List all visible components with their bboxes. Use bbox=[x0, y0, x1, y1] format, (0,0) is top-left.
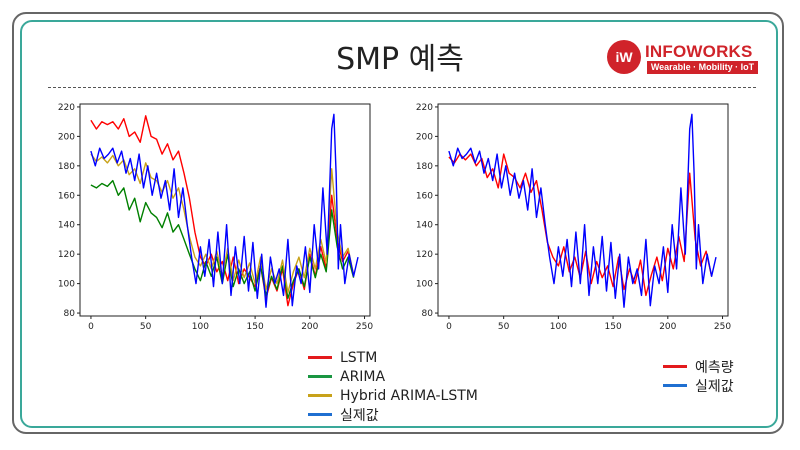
legend-entry: LSTM bbox=[308, 348, 478, 367]
page-title: SMP 예측 bbox=[336, 42, 464, 77]
y-tick-label: 220 bbox=[58, 103, 75, 113]
x-tick-label: 0 bbox=[88, 322, 94, 332]
x-tick-label: 50 bbox=[140, 322, 152, 332]
y-tick-label: 140 bbox=[416, 221, 433, 231]
legend-label: 실제값 bbox=[340, 407, 379, 424]
y-tick-label: 200 bbox=[416, 132, 433, 142]
legend-entry: Hybrid ARIMA-LSTM bbox=[308, 386, 478, 405]
legend-swatch bbox=[308, 413, 332, 416]
logo-mark-icon: iW bbox=[607, 40, 641, 74]
infoworks-logo: iW INFOWORKS Wearable · Mobility · IoT bbox=[607, 40, 759, 76]
x-tick-label: 150 bbox=[247, 322, 264, 332]
left-legend: LSTM ARIMA Hybrid ARIMA-LSTM 실제값 bbox=[308, 348, 478, 424]
x-tick-label: 100 bbox=[550, 322, 567, 332]
y-tick-label: 180 bbox=[416, 162, 433, 172]
series-line-1 bbox=[448, 113, 717, 308]
legend-swatch bbox=[663, 384, 687, 387]
y-tick-label: 120 bbox=[58, 250, 75, 260]
y-tick-label: 180 bbox=[58, 162, 75, 172]
x-tick-label: 200 bbox=[301, 322, 318, 332]
legend-label: LSTM bbox=[340, 349, 378, 366]
legend-entry: 실제값 bbox=[308, 405, 478, 424]
title-divider bbox=[48, 87, 756, 88]
plot-frame bbox=[437, 103, 729, 317]
y-tick-label: 100 bbox=[58, 280, 75, 290]
x-tick-label: 0 bbox=[446, 322, 452, 332]
legend-entry: 예측량 bbox=[663, 357, 734, 376]
legend-swatch bbox=[308, 394, 332, 397]
slide-outer-frame bbox=[12, 12, 784, 434]
x-tick-label: 200 bbox=[659, 322, 676, 332]
y-tick-label: 120 bbox=[416, 250, 433, 260]
y-tick-label: 100 bbox=[416, 280, 433, 290]
legend-swatch bbox=[663, 365, 687, 368]
legend-swatch bbox=[308, 356, 332, 359]
slide-inner-frame bbox=[20, 20, 778, 428]
left-chart: 0 50 100 150 200 250 80 100 120 140 160 180 200 220 bbox=[58, 103, 374, 332]
legend-label: Hybrid ARIMA-LSTM bbox=[340, 387, 478, 404]
x-tick-label: 150 bbox=[605, 322, 622, 332]
x-tick-label: 250 bbox=[714, 322, 731, 332]
y-tick-label: 200 bbox=[58, 132, 75, 142]
legend-label: ARIMA bbox=[340, 368, 386, 385]
x-tick-label: 250 bbox=[356, 322, 373, 332]
y-tick-label: 160 bbox=[416, 191, 433, 201]
legend-entry: 실제값 bbox=[663, 376, 734, 395]
y-tick-label: 80 bbox=[64, 309, 76, 319]
y-tick-label: 140 bbox=[58, 221, 75, 231]
logo-name: INFOWORKS bbox=[645, 42, 753, 61]
legend-entry: ARIMA bbox=[308, 367, 478, 386]
plot-frame bbox=[79, 103, 371, 317]
legend-label: 실제값 bbox=[695, 378, 734, 395]
x-tick-label: 100 bbox=[192, 322, 209, 332]
x-tick-label: 50 bbox=[498, 322, 510, 332]
y-tick-label: 80 bbox=[422, 309, 434, 319]
legend-swatch bbox=[308, 375, 332, 378]
y-tick-label: 160 bbox=[58, 191, 75, 201]
series-line-3 bbox=[90, 113, 359, 308]
series-line-0 bbox=[90, 115, 355, 307]
legend-label: 예측량 bbox=[695, 359, 734, 376]
right-chart: 0 50 100 150 200 250 80 100 120 140 160 180 200 220 bbox=[416, 103, 732, 332]
y-tick-label: 220 bbox=[416, 103, 433, 113]
logo-tagline: Wearable · Mobility · IoT bbox=[647, 61, 758, 74]
